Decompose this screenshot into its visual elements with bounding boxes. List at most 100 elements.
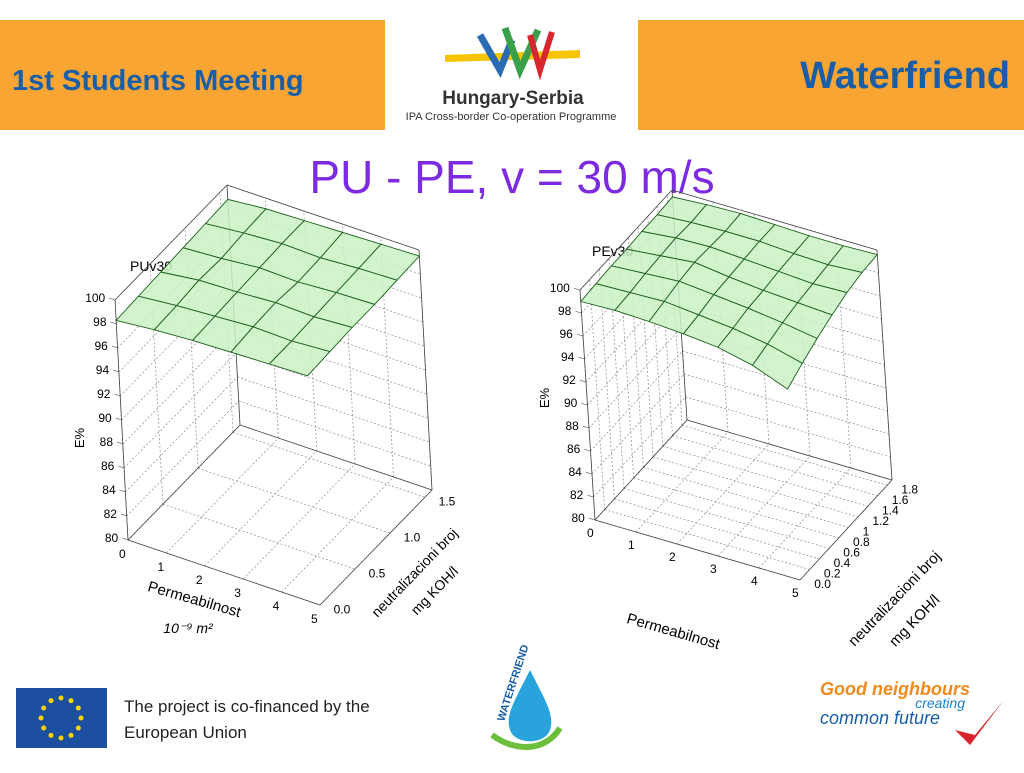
- grid-line: [635, 431, 729, 533]
- star: [78, 715, 84, 721]
- x-tick-label: 3: [234, 586, 241, 600]
- z-tick-label: 90: [98, 411, 112, 425]
- x-tick-label: 2: [669, 550, 676, 564]
- grid-line: [682, 424, 888, 486]
- header-left-box: [0, 20, 385, 130]
- tick-mark: [115, 417, 122, 421]
- star: [58, 735, 64, 741]
- z-tick-label: 98: [558, 304, 572, 318]
- x-tick-label: 5: [792, 586, 799, 600]
- x-tick-label: 4: [273, 599, 280, 613]
- grid-line: [685, 396, 891, 458]
- surface-cell: [751, 343, 803, 390]
- grid-line: [591, 373, 685, 475]
- surface-cell: [268, 340, 331, 377]
- chart-title: PUv30: [130, 258, 172, 274]
- z-tick-label: 82: [104, 507, 118, 521]
- grid-line: [162, 503, 356, 570]
- box-edge: [114, 184, 228, 301]
- y-tick-label: 1.4: [882, 503, 899, 517]
- tick-mark: [120, 513, 127, 517]
- y-tick-label: 0.5: [369, 566, 386, 580]
- z-tick-label: 86: [567, 442, 581, 456]
- x-tick-label: 1: [628, 538, 635, 552]
- box-edge: [594, 519, 801, 581]
- grid-line: [588, 327, 682, 429]
- grid-line: [126, 400, 239, 517]
- header-right-box: [638, 20, 1024, 130]
- tick-mark: [119, 489, 126, 493]
- star: [58, 695, 64, 701]
- eu-text-2: European Union: [124, 723, 247, 742]
- header-right: Waterfriend: [800, 55, 1010, 97]
- y-tick-label: 1.5: [439, 494, 456, 508]
- z-tick-label: 80: [571, 511, 585, 525]
- star: [41, 725, 47, 731]
- star: [68, 732, 74, 738]
- eu-flag: [16, 688, 107, 748]
- slogan-3: common future: [820, 708, 940, 728]
- box-edge: [594, 419, 688, 521]
- z-tick-label: 88: [565, 419, 579, 433]
- box-edge: [671, 189, 878, 251]
- tick-mark: [113, 369, 120, 373]
- grid-line: [633, 477, 839, 539]
- grid-line: [662, 445, 868, 507]
- grid-line: [232, 431, 426, 498]
- z-tick-label: 86: [101, 459, 115, 473]
- z-tick-label: 92: [562, 373, 576, 387]
- x-tick-label: 0: [119, 547, 126, 561]
- z-axis-label: E%: [72, 427, 87, 448]
- box-edge: [319, 489, 433, 606]
- box-edge: [579, 189, 673, 291]
- z-tick-label: 94: [561, 350, 575, 364]
- tick-mark: [118, 465, 125, 469]
- z-tick-label: 96: [94, 339, 108, 353]
- grid-line: [717, 455, 811, 557]
- tick-mark: [110, 321, 117, 325]
- slogan-1: Good neighbours: [820, 679, 970, 699]
- grid-line: [590, 350, 683, 452]
- tick-mark: [588, 517, 596, 521]
- x-tick-label: 1: [157, 560, 164, 574]
- star: [68, 698, 74, 704]
- y-tick-label: 0.4: [834, 556, 851, 570]
- star: [48, 698, 54, 704]
- grid-line: [652, 456, 859, 518]
- box-edge: [799, 479, 893, 581]
- z-axis-label: E%: [537, 387, 552, 408]
- y-tick-label: 1.6: [892, 493, 909, 507]
- tick-mark: [584, 448, 591, 452]
- y-tick-label: 0.0: [334, 602, 351, 616]
- grid-line: [672, 435, 878, 497]
- eu-text-1: The project is co-financed by the: [124, 697, 370, 716]
- tick-mark: [111, 345, 118, 349]
- x-tick-label: 2: [196, 573, 203, 587]
- x-axis-unit: 10⁻⁹ m²: [163, 620, 214, 636]
- slogan-2: creating: [915, 695, 965, 711]
- z-tick-label: 100: [550, 281, 570, 295]
- y-tick-label: 0.0: [814, 577, 831, 591]
- tick-mark: [581, 402, 588, 406]
- star: [75, 725, 81, 731]
- z-tick-label: 98: [93, 315, 107, 329]
- tick-mark: [587, 494, 594, 498]
- y-tick-label: 1.8: [901, 482, 918, 496]
- grid-line: [166, 437, 279, 554]
- box-edge: [579, 289, 596, 521]
- box-edge: [127, 539, 321, 606]
- grid-line: [593, 396, 686, 498]
- star: [41, 705, 47, 711]
- box-edge: [114, 299, 129, 541]
- star: [48, 732, 54, 738]
- z-tick-label: 90: [564, 396, 578, 410]
- grid-line: [614, 498, 820, 560]
- z-tick-label: 94: [96, 363, 110, 377]
- box-edge: [418, 249, 433, 491]
- header-left: 1st Students Meeting: [12, 65, 304, 97]
- box-edge: [686, 419, 893, 481]
- tick-mark: [114, 393, 121, 397]
- x-tick-label: 3: [710, 562, 717, 576]
- tick-mark: [576, 333, 584, 337]
- chart-pe: PEv30 E% Permeabilnost neutralizacioni b…: [537, 189, 944, 653]
